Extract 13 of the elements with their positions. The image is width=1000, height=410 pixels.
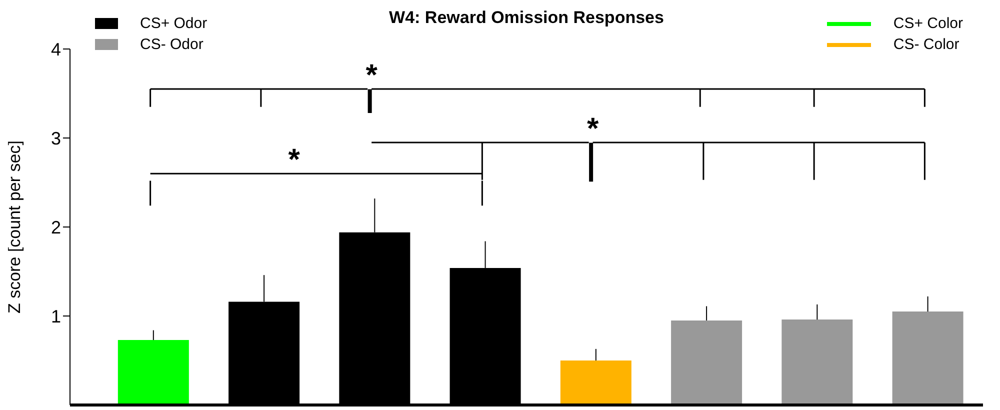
annotation: * [366, 59, 378, 92]
legend-label: CS+ Odor [140, 15, 208, 32]
y-axis-title: Z score [count per sec] [5, 140, 24, 314]
legend-label: CS- Odor [140, 36, 204, 53]
y-tick-label: 2 [50, 217, 61, 238]
annotation: * [586, 112, 599, 146]
legend-label: CS- Color [893, 36, 960, 53]
chart-title: W4: Reward Omission Responses [389, 8, 664, 27]
y-tick-label: 3 [50, 128, 61, 148]
y-tick-label: 1 [50, 306, 61, 326]
annotation: * [288, 144, 300, 177]
y-tick-label: 4 [50, 39, 61, 60]
legend-label: CS+ Color [893, 15, 963, 32]
